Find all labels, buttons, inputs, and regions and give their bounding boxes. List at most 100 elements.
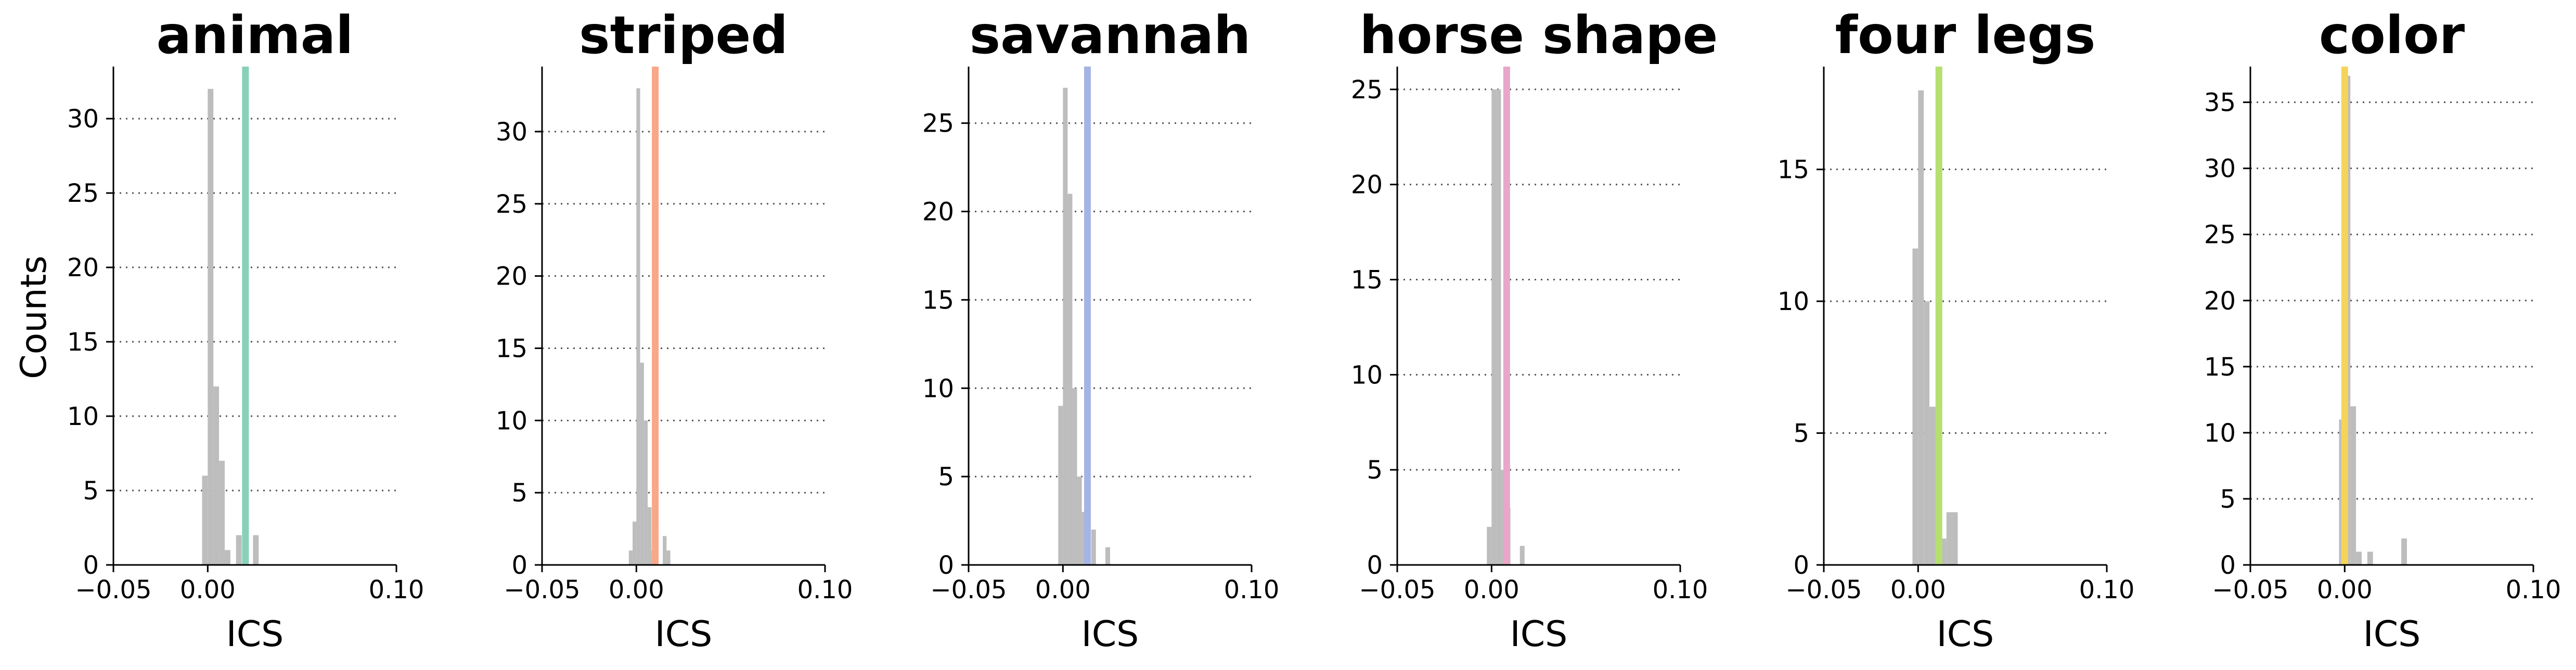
x-tick-label: 0.10 [797,575,853,604]
y-tick-label: 25 [2204,221,2236,250]
histogram-bar [1940,538,1947,565]
y-tick-label: 0 [511,551,527,580]
x-axis-label: ICS [226,614,284,655]
histogram-bar [1912,248,1918,565]
y-tick-label: 25 [1351,75,1383,105]
y-tick-label: 15 [922,286,954,315]
chart-title: striped [579,5,788,66]
y-tick-label: 10 [1351,360,1383,390]
y-tick-label: 5 [1793,419,1809,448]
y-tick-label: 10 [67,402,99,431]
y-tick-label: 10 [1778,287,1809,316]
chart-title: savannah [970,5,1251,66]
y-tick-label: 0 [83,551,99,580]
histogram-panel: 0 5 10 15 20 25 −0.05 0.00 0.10 ICS savannah [922,5,1280,655]
histogram-panel: 0 5 10 15 20 25 −0.05 0.00 0.10 ICS horse shape [1351,5,1718,655]
x-axis-label: ICS [1081,614,1139,655]
histogram-bar [219,460,225,565]
histogram-bar [1929,406,1935,565]
x-tick-label: −0.05 [1785,575,1862,604]
x-tick-label: 0.00 [2317,575,2373,604]
histogram-bar [633,521,637,565]
y-tick-label: 20 [496,262,527,291]
x-tick-label: 0.00 [180,575,236,604]
y-axis-label-counts: Counts [14,255,55,379]
histogram-bar [2350,406,2356,565]
x-tick-label: −0.05 [930,575,1007,604]
histogram-bar [663,536,667,565]
x-tick-label: 0.10 [1653,575,1708,604]
y-tick-label: 0 [2220,551,2236,580]
histogram-bar [202,475,208,565]
histogram-panel: 0 5 10 15 20 25 30 −0.05 0.00 0.10 ICS animal [67,5,424,655]
y-tick-label: 15 [67,328,99,357]
x-tick-label: 0.10 [1224,575,1280,604]
x-tick-label: 0.00 [1890,575,1946,604]
x-tick-label: 0.10 [2079,575,2135,604]
y-tick-label: 10 [2204,419,2236,448]
x-tick-label: −0.05 [504,575,580,604]
chart-title: horse shape [1360,5,1718,66]
y-tick-label: 0 [938,551,954,580]
y-tick-label: 35 [2204,88,2236,118]
histogram-bar [1924,301,1930,565]
y-tick-label: 5 [2220,485,2236,514]
y-tick-label: 15 [1778,156,1809,185]
x-tick-label: 0.00 [1035,575,1091,604]
histogram-panel: 0 5 10 15 20 25 30 35 −0.05 0.00 0.10 ICS color [2204,5,2561,655]
y-tick-label: 30 [67,105,99,134]
y-tick-label: 20 [1351,171,1383,200]
x-axis-label: ICS [1937,614,1994,655]
histogram-bar [213,386,220,565]
y-tick-label: 5 [83,476,99,506]
histogram-bar [1946,512,1952,565]
histogram-bar [1918,90,1924,565]
histogram-bar [1091,530,1096,565]
y-tick-label: 25 [67,179,99,208]
y-tick-label: 0 [1793,551,1809,580]
histogram-bar [648,507,652,565]
histogram-bar [1952,512,1958,565]
x-tick-label: 0.00 [1464,575,1519,604]
x-tick-label: −0.05 [1359,575,1435,604]
chart-title: color [2319,5,2465,66]
y-tick-label: 30 [2204,154,2236,184]
x-tick-label: 0.00 [609,575,664,604]
histogram-bar [636,88,640,565]
y-tick-label: 30 [496,118,527,147]
x-tick-label: −0.05 [2212,575,2288,604]
histogram-bar [666,550,671,565]
y-tick-label: 10 [496,406,527,435]
x-axis-label: ICS [655,614,713,655]
histogram-bar [208,88,214,565]
histogram-bar [1077,476,1082,565]
y-tick-label: 20 [2204,287,2236,316]
y-tick-label: 15 [496,334,527,363]
histogram-bar [1491,89,1497,565]
histogram-bar [1105,547,1110,565]
histogram-panel: 0 5 10 15 20 25 30 −0.05 0.00 0.10 ICS striped [496,5,853,655]
y-tick-label: 25 [496,190,527,219]
histogram-bar [1487,526,1492,565]
x-tick-label: 0.10 [369,575,424,604]
y-tick-label: 10 [922,374,954,403]
y-tick-label: 15 [2204,353,2236,382]
y-tick-label: 5 [938,462,954,492]
histogram-bar [640,363,644,565]
y-tick-label: 0 [1367,551,1383,580]
x-axis-label: ICS [2363,614,2421,655]
y-tick-label: 25 [922,109,954,138]
y-tick-label: 5 [1367,456,1383,485]
histogram-bar [236,535,242,565]
histogram-bar [1067,194,1073,565]
histogram-bar [1058,406,1063,565]
chart-title: animal [157,5,354,66]
histogram-bar [2367,551,2373,565]
x-tick-label: −0.05 [75,575,151,604]
histogram-bar [2401,538,2407,565]
y-tick-label: 5 [511,479,527,508]
histogram-bar [628,550,633,565]
histogram-bar [643,420,648,565]
histogram-bar [253,535,259,565]
